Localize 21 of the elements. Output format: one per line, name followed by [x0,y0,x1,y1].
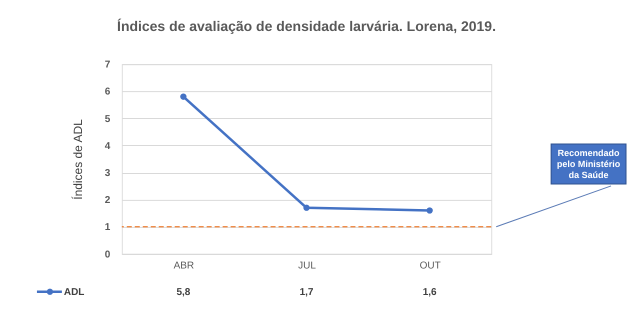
point [180,94,187,100]
legend-label: ADL [64,286,84,298]
y-tick-label: 5 [104,114,111,125]
chart-title: Índices de avaliação de densidade larvária. Lorena, 2019. [117,18,496,34]
data-label: 1,6 [422,286,438,298]
x-tick-label: ABR [174,260,194,272]
ref-line-label: Recomendado pelo Ministério da Saúde [556,148,621,180]
y-tick-label: 0 [104,249,111,260]
y-tick-label: 2 [104,195,111,206]
y-tick-label: 6 [104,86,111,98]
point [426,207,433,214]
x-tick-label: OUT [420,260,441,272]
y-tick-label: 1 [104,222,111,234]
data-label: 1,7 [300,286,314,298]
data-label: 5,8 [176,286,191,298]
y-tick-label: 3 [104,168,111,180]
x-tick-label: JUL [298,260,316,272]
y-axis-title: Índices de ADL [70,118,85,200]
point [303,204,310,211]
y-tick-label: 7 [104,60,111,71]
y-tick-label: 4 [104,140,111,152]
